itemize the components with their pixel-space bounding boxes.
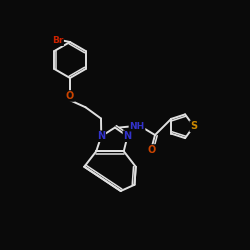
Text: N: N	[124, 131, 132, 141]
Text: O: O	[66, 91, 74, 101]
Text: O: O	[148, 145, 156, 155]
Text: NH: NH	[130, 122, 144, 131]
Text: S: S	[190, 121, 197, 131]
Text: Br: Br	[52, 36, 63, 45]
Text: N: N	[97, 131, 105, 141]
